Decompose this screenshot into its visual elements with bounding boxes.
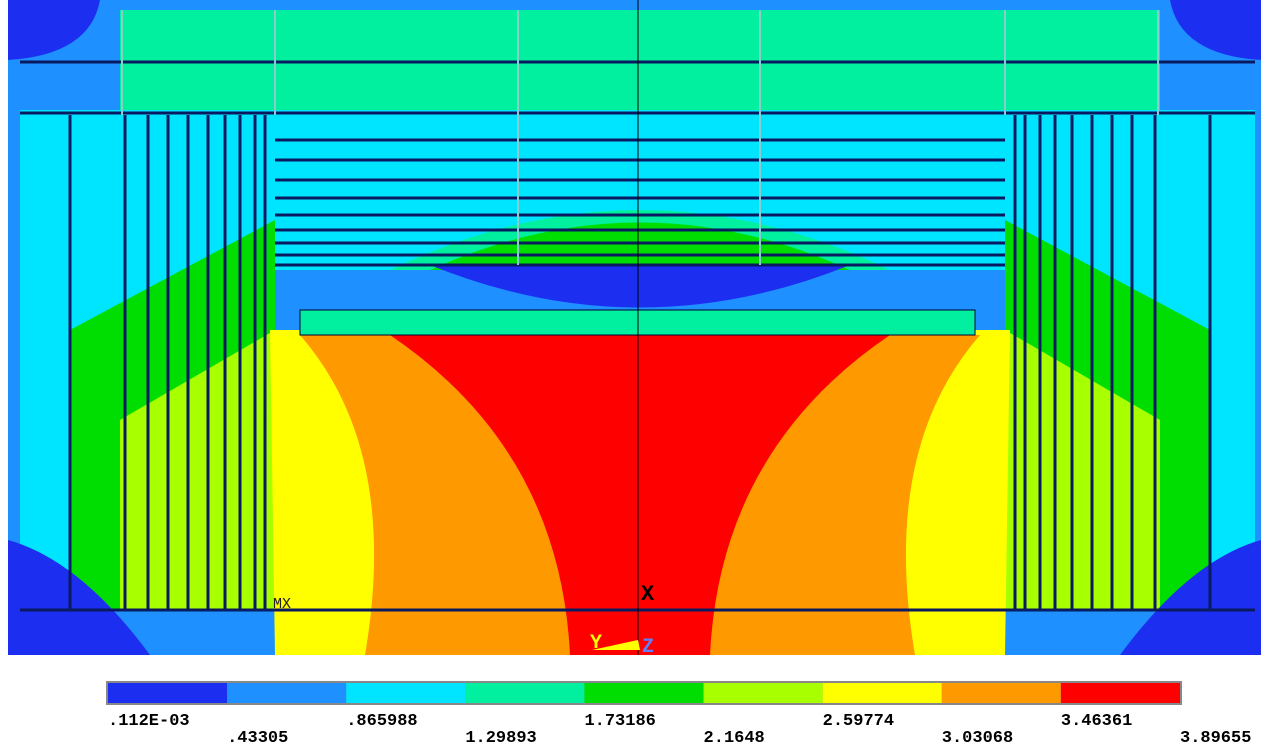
- legend-swatch: [465, 683, 584, 703]
- color-legend: .112E-03 .43305 .865988 1.29893 1.73186 2.164…: [106, 681, 1251, 747]
- legend-swatch: [108, 683, 227, 703]
- legend-swatch: [227, 683, 346, 703]
- legend-swatch: [346, 683, 465, 703]
- legend-label: 1.73186: [584, 712, 655, 731]
- legend-swatch: [1061, 683, 1180, 703]
- legend-label: .112E-03: [108, 712, 190, 731]
- triad-z-label: Z: [642, 636, 654, 659]
- legend-label: 2.1648: [704, 729, 765, 747]
- contour-plot: MX X Y Z: [8, 0, 1261, 659]
- triad-x-label: X: [641, 582, 655, 607]
- legend-label: .865988: [346, 712, 417, 731]
- legend-label: 1.29893: [465, 729, 536, 747]
- legend-label: .43305: [227, 729, 288, 747]
- ansys-contour-view: MX X Y Z .112E-03 .43305 .865988 1.29893 1.7…: [0, 0, 1261, 747]
- legend-swatch: [704, 683, 823, 703]
- legend-label: 3.03068: [942, 729, 1013, 747]
- legend-label: 3.46361: [1061, 712, 1132, 731]
- legend-label: 3.89655: [1180, 729, 1251, 747]
- marker-label: MX: [273, 596, 291, 613]
- legend-swatch: [584, 683, 703, 703]
- legend-swatch: [942, 683, 1061, 703]
- legend-label: 2.59774: [823, 712, 894, 731]
- legend-swatch: [823, 683, 942, 703]
- triad-y-label: Y: [590, 632, 602, 655]
